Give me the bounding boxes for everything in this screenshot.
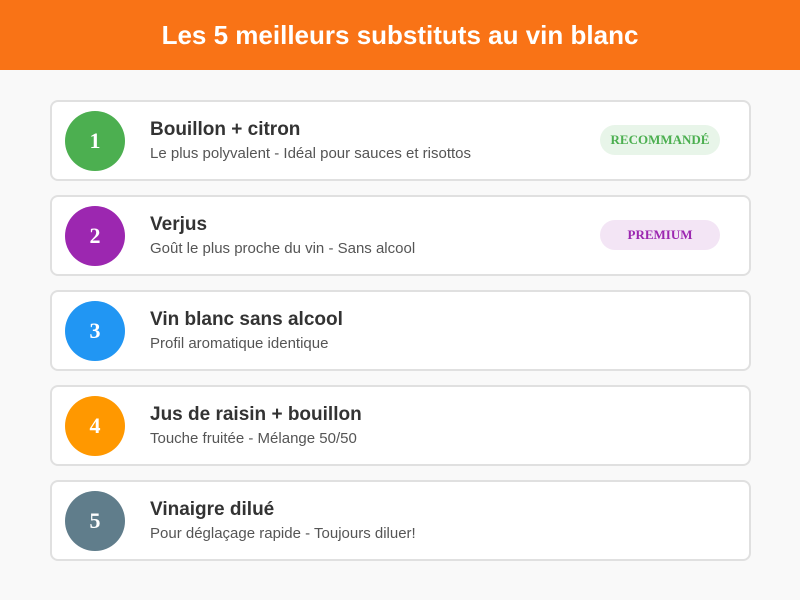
- rank-badge: 3: [65, 301, 125, 361]
- page-title: Les 5 meilleurs substituts au vin blanc: [161, 19, 639, 50]
- list-item: 3 Vin blanc sans alcool Profil aromatiqu…: [50, 290, 751, 371]
- rank-badge: 1: [65, 111, 125, 171]
- rank-badge: 4: [65, 396, 125, 456]
- item-title: Vin blanc sans alcool: [150, 309, 343, 330]
- item-title: Jus de raisin + bouillon: [150, 404, 362, 425]
- list-item: 4 Jus de raisin + bouillon Touche fruité…: [50, 385, 751, 466]
- item-subtitle: Goût le plus proche du vin - Sans alcool: [150, 240, 416, 257]
- recommended-badge: RECOMMANDÉ: [600, 125, 720, 155]
- item-title: Verjus: [150, 214, 208, 235]
- item-subtitle: Touche fruitée - Mélange 50/50: [150, 430, 357, 447]
- list-item: 1 Bouillon + citron Le plus polyvalent -…: [50, 100, 751, 181]
- page-header: Les 5 meilleurs substituts au vin blanc: [0, 0, 800, 70]
- list-item: 5 Vinaigre dilué Pour déglaçage rapide -…: [50, 480, 751, 561]
- substitutes-list: 1 Bouillon + citron Le plus polyvalent -…: [50, 100, 751, 575]
- rank-badge: 5: [65, 491, 125, 551]
- list-item: 2 Verjus Goût le plus proche du vin - Sa…: [50, 195, 751, 276]
- item-subtitle: Le plus polyvalent - Idéal pour sauces e…: [150, 145, 472, 162]
- item-subtitle: Pour déglaçage rapide - Toujours diluer!: [150, 525, 416, 542]
- item-title: Bouillon + citron: [150, 119, 301, 140]
- rank-badge: 2: [65, 206, 125, 266]
- item-subtitle: Profil aromatique identique: [150, 335, 329, 352]
- item-title: Vinaigre dilué: [150, 499, 275, 520]
- premium-badge: PREMIUM: [600, 220, 720, 250]
